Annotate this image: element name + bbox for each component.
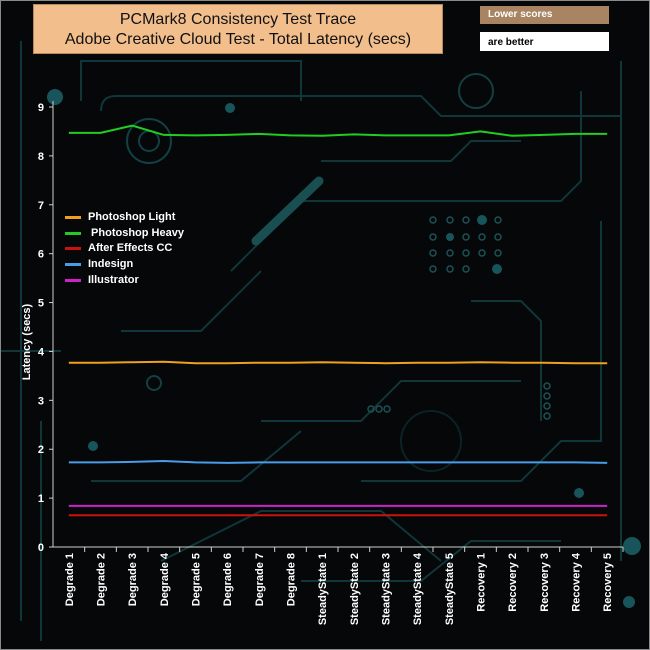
legend-swatch bbox=[65, 247, 81, 251]
series-line-4 bbox=[68, 460, 608, 464]
legend-swatch bbox=[65, 216, 81, 219]
y-tick-label: 1 bbox=[38, 493, 44, 505]
legend-swatch bbox=[65, 231, 81, 235]
x-tick-label: Degrade 8 bbox=[286, 553, 298, 606]
lower-scores-note: Lower scores bbox=[480, 6, 609, 24]
are-better-note: are better bbox=[480, 32, 609, 51]
x-tick-label: Recovery 3 bbox=[539, 553, 551, 612]
chart-axes: 0 1 2 3 4 5 6 7 8 9 Latency (secs) bbox=[21, 101, 623, 554]
x-tick-label: Degrade 3 bbox=[127, 553, 139, 606]
y-tick-label: 4 bbox=[38, 346, 45, 358]
x-tick-label: SteadyState 1 bbox=[317, 553, 329, 625]
legend-label: Photoshop Light bbox=[88, 211, 176, 223]
legend-label: Indesign bbox=[88, 258, 134, 271]
x-tick-label: Recovery 1 bbox=[476, 553, 488, 612]
x-tick-label: Degrade 4 bbox=[159, 552, 171, 606]
y-tick-label: 2 bbox=[38, 444, 44, 456]
y-tick-label: 7 bbox=[38, 200, 44, 212]
y-tick-label: 0 bbox=[38, 542, 44, 554]
legend-label: Illustrator bbox=[88, 273, 139, 286]
legend-label: After Effects CC bbox=[88, 242, 173, 255]
x-axis-labels: Degrade 1 Degrade 2 Degrade 3 Degrade 4 Degr… bbox=[64, 547, 624, 625]
chart-series bbox=[68, 124, 608, 517]
x-tick-label: Degrade 1 bbox=[64, 553, 76, 606]
y-tick-label: 9 bbox=[38, 102, 44, 114]
x-tick-label: Recovery 5 bbox=[602, 553, 614, 612]
chart-title-line-2: Adobe Creative Cloud Test - Total Latenc… bbox=[64, 31, 412, 48]
y-tick-label: 5 bbox=[38, 298, 44, 310]
y-tick-label: 8 bbox=[38, 151, 44, 163]
x-tick-label: Degrade 5 bbox=[191, 553, 203, 606]
y-tick-label: 3 bbox=[38, 395, 44, 407]
x-tick-label: Recovery 4 bbox=[571, 552, 583, 612]
x-tick-label: Recovery 2 bbox=[507, 553, 519, 612]
x-tick-label: SteadyState 2 bbox=[349, 553, 361, 625]
series-line-2 bbox=[68, 124, 608, 137]
x-tick-label: SteadyState 5 bbox=[444, 553, 456, 625]
x-tick-label: Degrade 6 bbox=[222, 553, 234, 606]
chart-title-box: PCMark8 Consistency Test Trace Adobe Cre… bbox=[33, 4, 443, 54]
legend-swatch bbox=[65, 263, 81, 267]
series-line-1 bbox=[68, 360, 608, 365]
legend-label: Photoshop Heavy bbox=[88, 226, 184, 239]
x-tick-label: Degrade 7 bbox=[254, 553, 266, 606]
chart-title-line-1: PCMark8 Consistency Test Trace bbox=[119, 11, 357, 28]
x-tick-label: Degrade 2 bbox=[96, 553, 108, 606]
y-tick-label: 6 bbox=[38, 249, 44, 261]
x-tick-label: SteadyState 3 bbox=[381, 553, 393, 625]
y-axis-title: Latency (secs) bbox=[21, 303, 33, 380]
legend-swatch bbox=[65, 278, 81, 282]
x-tick-label: SteadyState 4 bbox=[412, 552, 424, 625]
